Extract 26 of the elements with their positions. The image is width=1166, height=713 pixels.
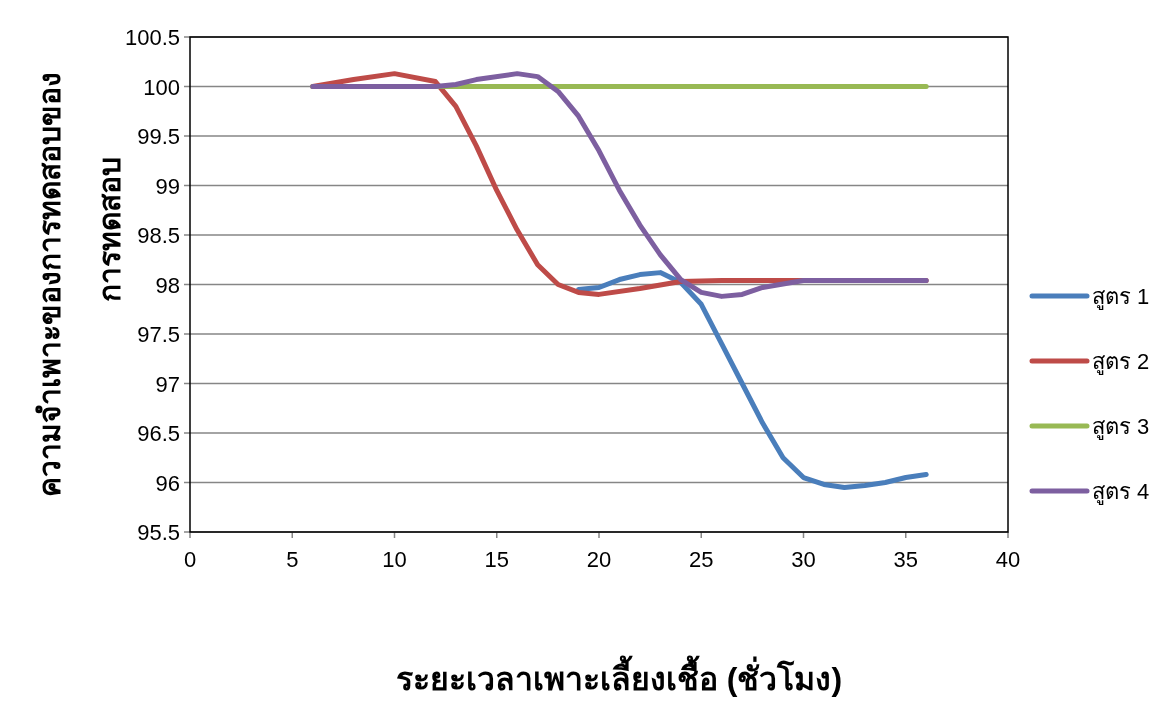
y-tick-label: 96.5 (137, 421, 180, 446)
legend-label: สูตร 3 (1092, 414, 1150, 440)
y-tick-label: 95.5 (137, 520, 180, 545)
legend-label: สูตร 4 (1092, 479, 1150, 505)
y-tick-label: 97 (155, 371, 180, 397)
x-axis-title: ระยะเวลาเพาะเลี้ยงเชื้อ (ชั่วโมง) (395, 655, 843, 697)
x-tick-label: 10 (382, 547, 407, 572)
y-tick-label: 100.5 (124, 25, 180, 50)
x-tick-label: 30 (791, 547, 816, 572)
x-tick-label: 40 (995, 547, 1021, 572)
x-tick-label: 5 (286, 547, 299, 572)
y-tick-label: 98 (155, 272, 180, 298)
y-axis-title: ความจำเพาะของการทดสอบของ การทดสอบ (33, 72, 126, 497)
x-tick-label: 35 (893, 547, 918, 572)
y-tick-label: 97.5 (137, 322, 180, 347)
x-tick-label: 0 (183, 547, 197, 572)
x-tick-label: 15 (484, 547, 509, 572)
legend-label: สูตร 1 (1092, 284, 1150, 310)
y-tick-label: 96 (155, 470, 180, 496)
x-tick-label: 20 (586, 547, 612, 572)
legend-label: สูตร 2 (1092, 349, 1150, 375)
y-tick-label: 98.5 (137, 223, 180, 248)
x-tick-label: 25 (689, 547, 714, 572)
y-tick-label: 99.5 (137, 124, 180, 149)
y-tick-label: 99 (155, 173, 180, 199)
y-tick-label: 100 (143, 74, 180, 100)
